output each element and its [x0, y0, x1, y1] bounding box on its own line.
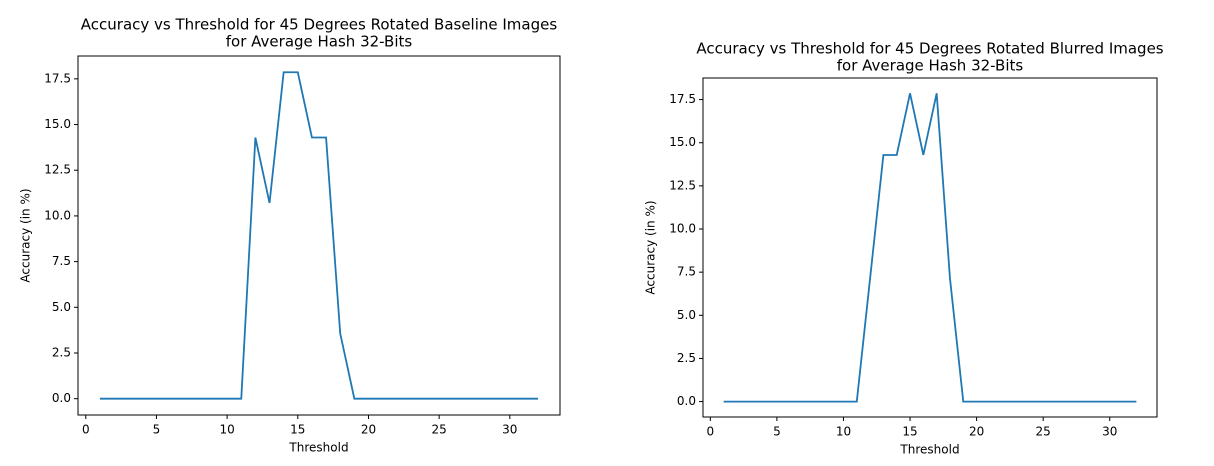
- line: [99, 71, 539, 400]
- x-tick-label: 0: [82, 423, 90, 437]
- x-axis-label: Threshold: [288, 441, 348, 455]
- y-tick-label: 2.5: [677, 351, 696, 365]
- chart-title: Accuracy vs Threshold for 45 Degrees Rot…: [696, 40, 1163, 58]
- chart-title: for Average Hash 32-Bits: [837, 57, 1024, 75]
- y-tick-label: 7.5: [52, 254, 71, 268]
- x-tick-label: 5: [773, 425, 781, 439]
- x-tick-label: 30: [1102, 425, 1117, 439]
- y-tick-label: 0.0: [52, 391, 71, 405]
- y-tick-label: 12.5: [44, 163, 71, 177]
- x-axis-label: Threshold: [899, 443, 959, 457]
- y-axis-label: Accuracy (in %): [19, 188, 33, 282]
- x-tick-label: 20: [969, 425, 984, 439]
- line: [723, 93, 1137, 403]
- y-tick-label: 12.5: [669, 178, 696, 192]
- y-tick-label: 15.0: [669, 135, 696, 149]
- chart-title: for Average Hash 32-Bits: [226, 33, 413, 51]
- x-tick-label: 20: [361, 423, 376, 437]
- x-tick-label: 10: [836, 425, 851, 439]
- chart-title: Accuracy vs Threshold for 45 Degrees Rot…: [81, 16, 558, 34]
- y-tick-label: 10.0: [44, 208, 71, 222]
- y-tick-label: 7.5: [677, 265, 696, 279]
- x-tick-label: 25: [1036, 425, 1051, 439]
- x-tick-label: 5: [153, 423, 161, 437]
- x-tick-label: 30: [502, 423, 517, 437]
- x-tick-label: 15: [290, 423, 305, 437]
- x-tick-label: 15: [902, 425, 917, 439]
- y-axis-label: Accuracy (in %): [644, 200, 658, 294]
- y-tick-label: 2.5: [52, 345, 71, 359]
- y-tick-label: 5.0: [677, 308, 696, 322]
- plot-frame: [702, 77, 1158, 418]
- y-tick-label: 17.5: [669, 92, 696, 106]
- x-tick-label: 10: [219, 423, 234, 437]
- y-tick-label: 0.0: [677, 394, 696, 408]
- x-tick-label: 0: [707, 425, 715, 439]
- y-tick-label: 17.5: [44, 71, 71, 85]
- y-tick-label: 15.0: [44, 117, 71, 131]
- y-tick-label: 5.0: [52, 300, 71, 314]
- x-tick-label: 25: [432, 423, 447, 437]
- y-tick-label: 10.0: [669, 222, 696, 236]
- plot-frame: [77, 55, 561, 416]
